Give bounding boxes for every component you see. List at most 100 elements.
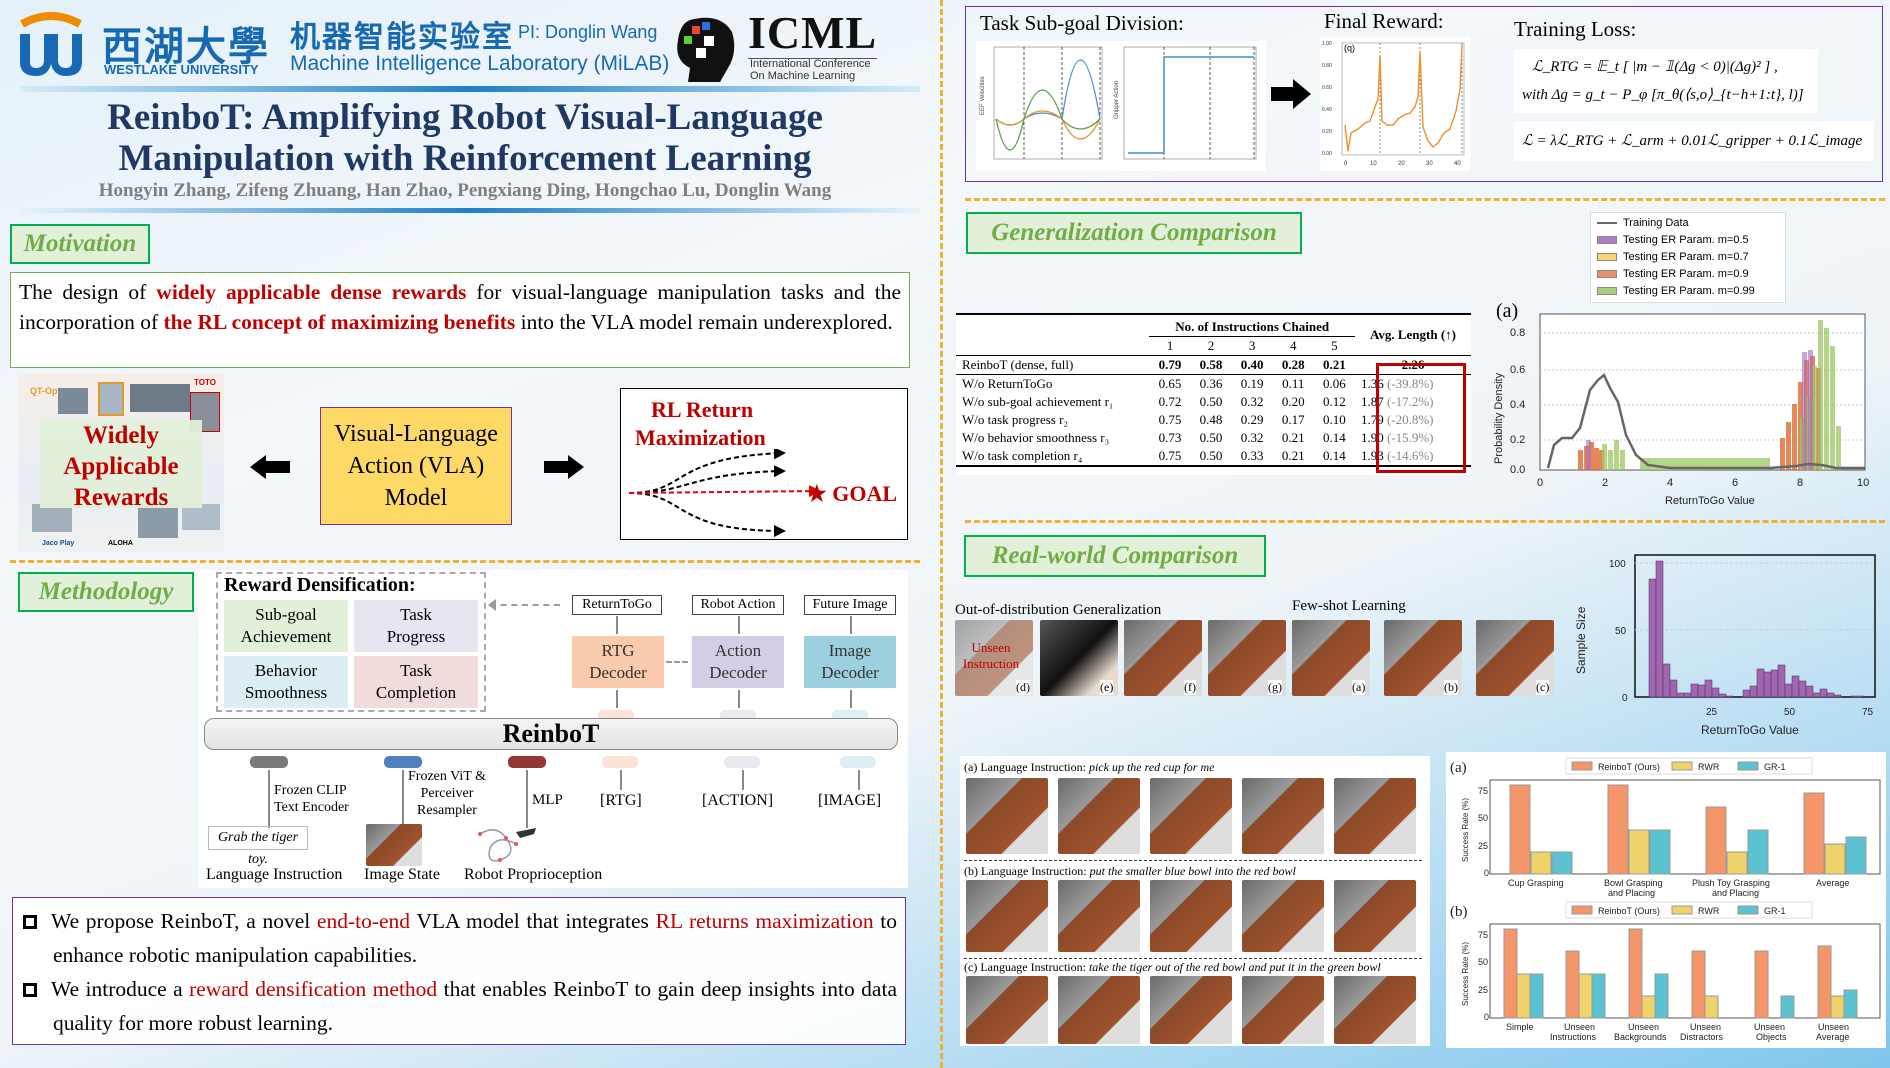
svg-text:25: 25 [1706,707,1718,718]
output-returntogo: ReturnToGo [572,595,662,615]
table-row: W/o ReturnToGo 0.65 0.36 0.19 0.11 0.06 1.36 (… [962,376,1434,391]
svg-text:ReinboT (Ours): ReinboT (Ours) [1598,906,1660,916]
rollout-c-4 [1242,976,1324,1044]
svg-text:0.40: 0.40 [1322,107,1332,113]
svg-text:Probability Density: Probability Density [1493,372,1505,464]
reward-progress: Task Progress [354,600,478,652]
svg-text:50: 50 [1478,957,1488,967]
svg-text:ReinboT (Ours): ReinboT (Ours) [1598,762,1660,772]
svg-text:(q): (q) [1344,43,1355,53]
text-token [250,756,288,768]
legend-line-icon [1597,222,1617,225]
sample-size-chart: 100 50 0 25 50 75 ReturnToGo Value Sample Si… [1565,545,1885,740]
svg-text:75: 75 [1862,707,1874,718]
dashed-arrow-icon [666,661,688,663]
rollout-a-3 [1150,778,1232,854]
column-divider [940,0,943,1068]
reward-smoothness: Behavior Smoothness [224,656,348,708]
tag-b: (b) [1444,680,1458,695]
icml-logo-icon [670,12,740,82]
rollout-c-3 [1150,976,1232,1044]
final-reward-chart: (q) 1.00 0.80 0.60 0.40 0.20 0.00 0 10 2… [1320,37,1470,171]
collage-thumb [130,384,190,412]
rollout-divider [964,860,1422,861]
image-input-label: [IMAGE] [818,792,882,809]
image-caption: Image State [364,866,440,883]
proprioception-trajectory-icon [476,824,540,866]
panel-label-a: (a) [1496,300,1519,322]
svg-text:50: 50 [1784,707,1796,718]
highlight-box [1376,363,1466,473]
svg-text:0.8: 0.8 [1510,327,1525,339]
svg-text:Distractors: Distractors [1680,1032,1724,1042]
arrow-right-icon [544,455,584,479]
rollout-a-1 [966,778,1048,854]
image-state-token [384,756,422,768]
collage-thumb [98,382,124,416]
svg-text:25: 25 [1478,985,1488,995]
vla-model-box: Visual-Language Action (VLA) Model [320,407,512,525]
up-arrow-icon [742,770,744,790]
goal-label: ★ GOAL [807,481,898,506]
motivation-heading: Motivation [10,224,150,264]
svg-text:ReturnToGo Value: ReturnToGo Value [1665,495,1755,507]
instruction-b: (b) Language Instruction: put the smalle… [964,864,1296,878]
poster-title-line2: Manipulation with Reinforcement Learning [118,138,812,179]
svg-text:0.4: 0.4 [1510,399,1525,411]
lab-en: Machine Intelligence Laboratory (MiLAB) [290,52,670,75]
results-table: No. of Instructions Chained Avg. Length … [956,313,1471,467]
svg-text:RWR: RWR [1698,762,1720,772]
rollout-divider [964,958,1422,959]
collage-qtopt: QT-Opt [30,386,61,396]
rollout-c-1 [966,976,1048,1044]
svg-text:0.00: 0.00 [1322,151,1332,157]
contribution-item: We propose ReinboT, a novel end-to-end V… [23,904,897,972]
checkbox-icon [23,915,37,929]
svg-text:(b): (b) [1450,904,1468,920]
output-robot-action: Robot Action [692,595,784,615]
up-arrow-icon [620,770,622,790]
collage-thumb [182,504,220,530]
svg-text:10: 10 [1370,161,1377,167]
icml-title: ICML [748,7,878,59]
group-header: No. of Instructions Chained [1149,314,1355,337]
action-decoder: Action Decoder [692,636,784,688]
svg-text:Unseen: Unseen [1564,1022,1595,1032]
reward-completion: Task Completion [354,656,478,708]
collage-thumb [32,504,72,532]
svg-text:(a): (a) [1450,760,1467,776]
section-divider [965,520,1885,523]
icml-sub1: International Conference [750,58,871,70]
svg-text:Unseen: Unseen [1690,1022,1721,1032]
svg-text:0: 0 [1484,868,1489,878]
reinbot-backbone: ReinboT [204,718,898,750]
rollout-c-2 [1058,976,1140,1044]
rollout-b-4 [1242,880,1324,952]
collage-jaco: Jaco Play [42,540,75,547]
lang-caption: Language Instruction [206,866,343,883]
motivation-text: The design of widely applicable dense re… [10,272,910,368]
proprio-caption: Robot Proprioception [464,866,603,883]
loss-equation-total: ℒ = λℒ_RTG + ℒ_arm + 0.01ℒ_gripper + 0.1… [1514,121,1874,161]
avg-header: Avg. Length (↑) [1369,327,1456,342]
mlp-label: MLP [532,792,563,808]
instruction-c: (c) Language Instruction: take the tiger… [964,960,1381,974]
svg-text:EEF Velocities: EEF Velocities [980,76,986,115]
rl-return-box: RL Return Maximization ★ GOAL [620,388,908,540]
dashed-arrow-icon [490,604,560,606]
instruction-a: (a) Language Instruction: pick up the re… [964,760,1215,774]
svg-text:0: 0 [1484,1012,1489,1022]
table-row: W/o task completion r₄ 0.75 0.50 0.33 0.21 0.… [962,448,1434,463]
training-loss-title: Training Loss: [1514,17,1637,41]
svg-text:and Placing: and Placing [1608,888,1655,898]
up-arrow-icon [858,770,860,790]
svg-text:0.60: 0.60 [1322,85,1332,91]
up-arrow-icon [850,690,852,708]
svg-text:20: 20 [1398,161,1405,167]
arrow-left-icon [250,455,290,479]
ablation-table: No. of Instructions Chained Avg. Length … [956,313,1471,475]
svg-text:0: 0 [1622,693,1628,704]
contribution-item: We introduce a reward densification meth… [23,972,897,1040]
header-divider [20,86,920,92]
svg-text:Simple: Simple [1506,1022,1534,1032]
